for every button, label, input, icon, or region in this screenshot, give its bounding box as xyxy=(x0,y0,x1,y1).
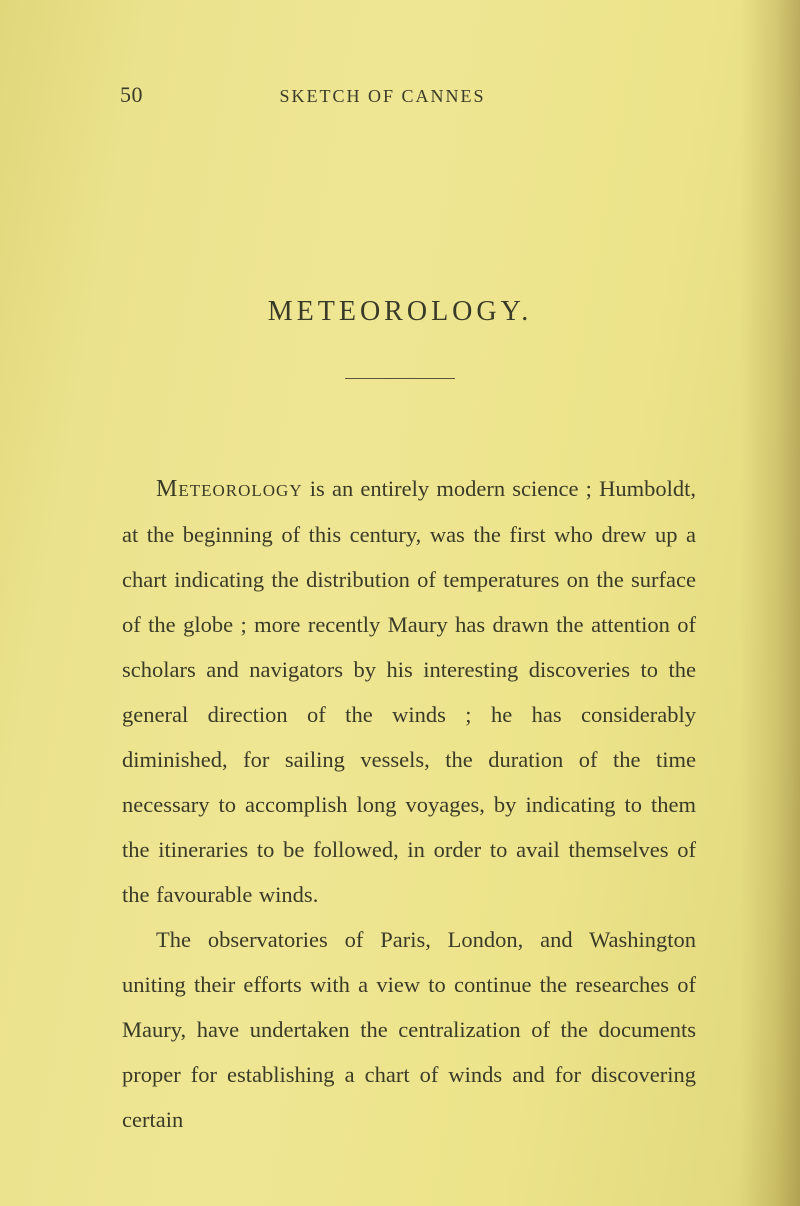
paragraph-text: The observatories of Paris, London, and … xyxy=(122,927,696,1132)
title-rule xyxy=(345,378,455,379)
paragraph-lead: Meteorology xyxy=(156,476,303,502)
running-head: SKETCH OF CANNES xyxy=(103,86,662,107)
paragraph: Meteorology is an entirely modern scienc… xyxy=(122,466,696,917)
page-header: 50 SKETCH OF CANNES xyxy=(120,82,690,108)
scanned-page: 50 SKETCH OF CANNES METEOROLOGY. Meteoro… xyxy=(0,0,800,1206)
paragraph: The observatories of Paris, London, and … xyxy=(122,917,696,1142)
body-text: Meteorology is an entirely modern scienc… xyxy=(122,466,696,1142)
page-edge-stain xyxy=(740,0,800,1206)
paragraph-text: is an entirely modern science ; Humboldt… xyxy=(122,476,696,907)
chapter-title: METEOROLOGY. xyxy=(0,296,800,328)
